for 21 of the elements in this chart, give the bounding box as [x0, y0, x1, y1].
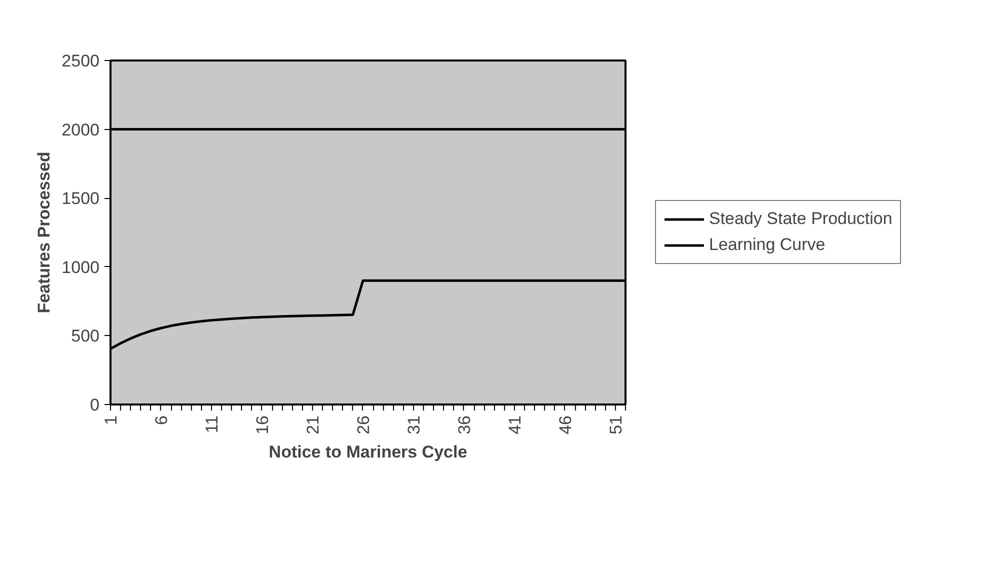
- y-tick-label: 1500: [62, 189, 100, 208]
- y-tick-label: 2500: [62, 52, 100, 70]
- legend-label: Steady State Production: [709, 209, 892, 229]
- legend-label: Learning Curve: [709, 235, 826, 255]
- x-tick-label: 6: [152, 415, 171, 425]
- x-tick-label: 51: [606, 415, 626, 434]
- x-tick-label: 21: [303, 415, 322, 434]
- y-tick-label: 1000: [62, 258, 100, 277]
- x-axis-title: Notice to Mariners Cycle: [268, 442, 468, 462]
- x-tick-label: 41: [505, 415, 524, 434]
- x-tick-label: 26: [354, 415, 373, 434]
- x-tick-label: 11: [202, 415, 222, 434]
- y-tick-label: 2000: [62, 120, 100, 140]
- y-tick-label: 500: [71, 326, 100, 346]
- y-tick-label: 0: [90, 396, 100, 414]
- y-axis-title: Features Processed: [34, 152, 54, 314]
- x-tick-label: 31: [404, 415, 424, 434]
- x-tick-label: 1: [102, 415, 120, 425]
- x-tick-label: 16: [252, 415, 272, 434]
- x-tick-label: 46: [556, 415, 575, 434]
- x-tick-label: 36: [454, 415, 474, 434]
